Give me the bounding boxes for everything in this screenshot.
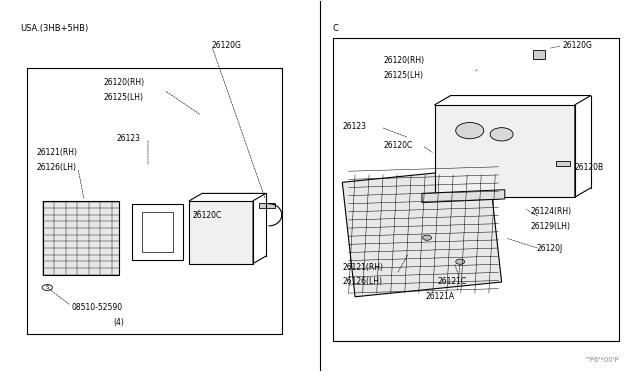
Polygon shape [342,167,502,297]
Text: 26126(LH): 26126(LH) [342,278,382,286]
Text: 26126(LH): 26126(LH) [36,163,76,172]
Text: C: C [333,23,339,32]
Text: 26120B: 26120B [575,163,604,172]
Text: 26121(RH): 26121(RH) [342,263,383,272]
Text: 26120J: 26120J [537,244,563,253]
Bar [259,203,275,208]
Bar [132,205,183,260]
Text: 26124(RH): 26124(RH) [531,207,572,217]
Text: 26120(RH): 26120(RH) [103,78,145,87]
Text: 26121(RH): 26121(RH) [36,148,77,157]
Circle shape [456,259,465,264]
Polygon shape [422,190,505,203]
Text: 26120C: 26120C [384,141,413,150]
Text: 26120C: 26120C [193,211,222,220]
Text: 26123: 26123 [116,134,140,142]
Bar [27,68,282,334]
Text: 26121C: 26121C [438,278,467,286]
Text: 26125(LH): 26125(LH) [103,93,143,102]
Text: ^P6'*00'P: ^P6'*00'P [585,357,620,363]
Text: 26121A: 26121A [425,292,454,301]
Bar [189,201,253,263]
Text: 26120G: 26120G [212,41,241,50]
Circle shape [490,128,513,141]
Bar [556,161,570,166]
Bar [435,105,575,197]
Text: 26120G: 26120G [562,41,592,50]
Text: 26125(LH): 26125(LH) [384,71,424,80]
Circle shape [456,122,484,139]
Text: 08510-52590: 08510-52590 [72,303,123,312]
Bar [534,51,545,59]
Text: 26120(RH): 26120(RH) [384,56,425,65]
Circle shape [422,235,431,240]
Text: 26129(LH): 26129(LH) [531,222,570,231]
Bar [333,38,620,341]
Bar [141,212,173,253]
Bar [43,201,119,275]
Text: 26123: 26123 [342,122,366,131]
Text: (4): (4) [113,318,124,327]
Text: S: S [45,285,49,290]
Text: USA.(3HB+5HB): USA.(3HB+5HB) [20,23,89,32]
